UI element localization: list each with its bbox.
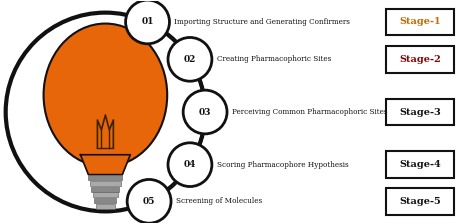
- Text: Stage-2: Stage-2: [399, 55, 441, 64]
- FancyBboxPatch shape: [386, 99, 455, 125]
- Bar: [96, 205, 115, 209]
- Text: Importing Structure and Generating Confirmers: Importing Structure and Generating Confi…: [174, 18, 350, 26]
- Ellipse shape: [168, 37, 212, 81]
- Bar: [91, 187, 119, 192]
- Text: 02: 02: [184, 55, 196, 64]
- Bar: [90, 181, 121, 185]
- Ellipse shape: [168, 143, 212, 187]
- FancyBboxPatch shape: [386, 188, 455, 215]
- Text: Stage-4: Stage-4: [399, 160, 441, 169]
- Ellipse shape: [44, 24, 167, 167]
- Bar: [94, 198, 116, 203]
- Text: Stage-1: Stage-1: [399, 17, 441, 26]
- Ellipse shape: [127, 179, 171, 223]
- Ellipse shape: [183, 90, 227, 134]
- Text: 05: 05: [143, 197, 155, 206]
- Text: Stage-3: Stage-3: [399, 108, 441, 116]
- Text: Screening of Molecules: Screening of Molecules: [176, 197, 262, 205]
- Text: Scoring Pharmacophore Hypothesis: Scoring Pharmacophore Hypothesis: [217, 161, 348, 169]
- Bar: [93, 192, 118, 198]
- Text: 03: 03: [199, 108, 211, 116]
- Bar: [89, 175, 122, 180]
- Text: Creating Pharmacophoric Sites: Creating Pharmacophoric Sites: [217, 55, 331, 63]
- Text: 01: 01: [141, 17, 154, 26]
- Text: 04: 04: [184, 160, 196, 169]
- Text: Stage-5: Stage-5: [399, 197, 441, 206]
- Text: Perceiving Common Pharmacophoric Sites: Perceiving Common Pharmacophoric Sites: [232, 108, 388, 116]
- Ellipse shape: [126, 0, 170, 44]
- FancyBboxPatch shape: [386, 9, 455, 35]
- FancyBboxPatch shape: [386, 151, 455, 178]
- Polygon shape: [81, 155, 130, 175]
- FancyBboxPatch shape: [386, 46, 455, 73]
